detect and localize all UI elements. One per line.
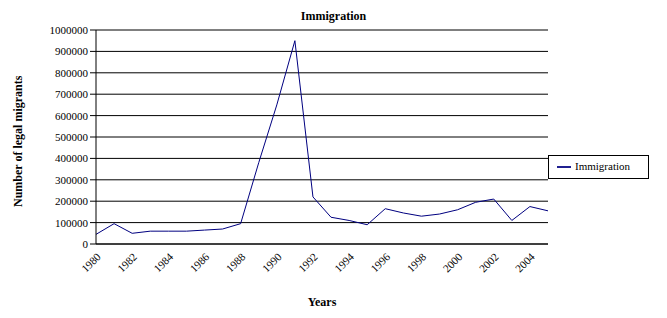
svg-text:Years: Years [308,295,337,309]
svg-text:1998: 1998 [404,250,428,274]
svg-text:900000: 900000 [55,45,89,57]
svg-text:2002: 2002 [477,250,501,274]
svg-text:1994: 1994 [332,250,356,274]
svg-text:300000: 300000 [55,174,89,186]
svg-text:700000: 700000 [55,88,89,100]
svg-text:100000: 100000 [55,217,89,229]
html-text:Immigration: Immigration [300,9,367,23]
svg-text:1980: 1980 [79,250,103,274]
svg-text:600000: 600000 [55,110,89,122]
svg-text:800000: 800000 [55,67,89,79]
svg-text:0: 0 [83,238,89,250]
svg-text:1982: 1982 [115,250,139,274]
svg-text:1986: 1986 [187,250,211,274]
svg-text:1992: 1992 [296,250,320,274]
svg-text:400000: 400000 [55,152,89,164]
html-text:Immigration: Immigration [575,159,630,172]
svg-text:1000000: 1000000 [50,24,89,36]
svg-text:1990: 1990 [260,250,284,274]
svg-text:1996: 1996 [368,250,392,274]
svg-text:Number of legal migrants: Number of legal migrants [11,75,25,207]
svg-text:1988: 1988 [224,250,248,274]
svg-text:200000: 200000 [55,195,89,207]
svg-text:500000: 500000 [55,131,89,143]
svg-text:1984: 1984 [151,250,175,274]
svg-text:2000: 2000 [440,250,464,274]
svg-text:2004: 2004 [513,250,537,274]
